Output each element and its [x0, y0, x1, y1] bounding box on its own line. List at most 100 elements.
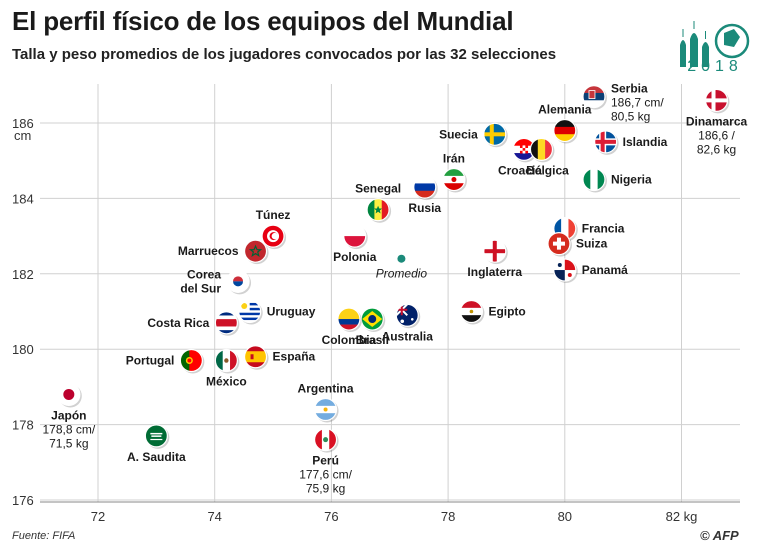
y-tick-label: 184	[12, 191, 34, 206]
point-marruecos: Marruecos	[178, 239, 269, 265]
point-suiza: Suiza	[547, 232, 608, 257]
world-cup-logo-icon	[680, 21, 750, 67]
country-label: A. Saudita	[127, 450, 186, 464]
point-brasil: Brasil	[356, 307, 389, 347]
flag-serbia-icon	[582, 85, 606, 109]
point-belgica: Bélgica	[526, 137, 569, 177]
flag-brasil-icon	[360, 307, 384, 331]
flag-japon-icon	[57, 382, 81, 407]
flag-panama-icon	[553, 258, 577, 282]
y-tick-label: 180	[12, 342, 34, 357]
flag-a-saudita-icon	[144, 424, 168, 448]
flag-islandia-icon	[594, 130, 618, 154]
country-label: Islandia	[623, 135, 668, 149]
country-detail: 178,8 cm/	[42, 422, 95, 436]
country-label: Perú	[312, 454, 339, 468]
point-iran: Irán	[442, 152, 467, 193]
point-espana: España	[243, 345, 316, 370]
point-australia: Australia	[382, 303, 434, 343]
country-label: Uruguay	[267, 305, 316, 319]
flag-suecia-icon	[483, 122, 507, 146]
flag-costa-rica-icon	[214, 311, 238, 335]
country-label: Inglaterra	[467, 265, 522, 279]
country-label: Senegal	[355, 182, 401, 196]
country-label: Marruecos	[178, 244, 239, 258]
country-label: México	[206, 375, 247, 389]
y-tick-label: 178	[12, 418, 34, 433]
y-unit-label: cm	[14, 128, 31, 143]
country-label: Japón	[51, 408, 86, 422]
country-label: Croacia	[498, 163, 542, 177]
flag-marruecos-icon	[243, 239, 268, 263]
flag-peru-icon	[313, 428, 338, 452]
flag-inglaterra-icon	[483, 239, 507, 263]
point-suecia: Suecia	[439, 122, 508, 148]
point-a-saudita: A. Saudita	[127, 424, 186, 464]
y-tick-label: 182	[12, 267, 34, 282]
country-label: Dinamarca	[686, 114, 748, 128]
point-islandia: Islandia	[594, 130, 668, 155]
point-nigeria: Nigeria	[582, 167, 652, 193]
point-rusia: Rusia	[408, 175, 441, 215]
x-tick-label: 76	[324, 509, 338, 524]
flag-corea-del-sur-icon	[226, 269, 250, 293]
point-inglaterra: Inglaterra	[467, 239, 522, 279]
country-label: Portugal	[126, 354, 175, 368]
point-portugal: Portugal	[126, 348, 205, 374]
point-tunez: Túnez	[256, 208, 291, 250]
flag-argentina-icon	[313, 397, 338, 422]
average-marker: Promedio	[376, 254, 427, 281]
flag-tunez-icon	[261, 224, 285, 248]
country-detail: 186,6 /	[698, 128, 735, 142]
country-label: Alemania	[538, 103, 592, 117]
point-senegal: Senegal	[355, 182, 401, 223]
country-label: Brasil	[356, 333, 389, 347]
country-label: Australia	[382, 329, 434, 343]
x-tick-label: 80	[558, 509, 572, 524]
x-tick-label: 74	[207, 509, 221, 524]
country-label: Serbia	[611, 82, 648, 96]
flag-colombia-icon	[337, 307, 361, 331]
flag-senegal-icon	[366, 198, 390, 222]
point-mexico: México	[206, 348, 247, 389]
point-alemania: Alemania	[538, 103, 592, 144]
country-detail: 75,9 kg	[306, 482, 345, 496]
source-note: Fuente: FIFA	[12, 530, 76, 542]
country-label: Argentina	[298, 382, 354, 396]
country-label: Polonia	[333, 250, 377, 264]
x-tick-label: 72	[91, 509, 105, 524]
flag-alemania-icon	[553, 118, 577, 143]
flag-nigeria-icon	[582, 167, 606, 192]
country-label: España	[273, 350, 316, 364]
flag-dinamarca-icon	[704, 88, 729, 112]
country-label: Nigeria	[611, 173, 652, 187]
flag-polonia-icon	[343, 224, 367, 248]
flag-uruguay-icon	[238, 299, 262, 324]
y-tick-label: 176	[12, 493, 34, 508]
country-label: Túnez	[256, 208, 291, 222]
country-detail: 80,5 kg	[611, 110, 650, 124]
x-tick-label: 82 kg	[666, 509, 698, 524]
chart-title: El perfil físico de los equipos del Mund…	[12, 6, 514, 36]
flag-rusia-icon	[413, 175, 437, 199]
country-label: Suiza	[576, 237, 608, 251]
average-dot	[397, 254, 406, 263]
point-egipto: Egipto	[459, 299, 526, 325]
grid-lines	[40, 84, 740, 502]
country-label: Bélgica	[526, 163, 569, 177]
point-uruguay: Uruguay	[238, 299, 316, 325]
flag-mexico-icon	[214, 348, 238, 373]
country-label: Colombia	[322, 333, 377, 347]
country-label: Suecia	[439, 127, 478, 141]
country-label: Rusia	[408, 201, 441, 215]
flag-iran-icon	[442, 167, 466, 192]
country-detail: 71,5 kg	[49, 436, 88, 450]
